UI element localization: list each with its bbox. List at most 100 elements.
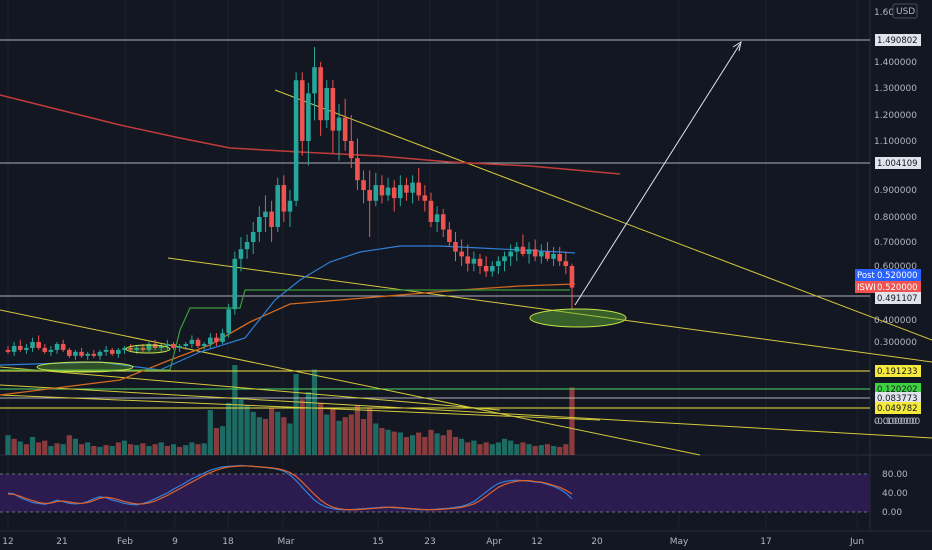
volume-bar: [440, 435, 446, 455]
volume-bar: [66, 435, 72, 455]
volume-bar: [508, 440, 514, 455]
candle-body: [348, 141, 354, 159]
volume-bar: [305, 392, 311, 455]
volume-bar: [152, 444, 158, 455]
volume-bar: [146, 446, 152, 455]
trend-line: [0, 309, 701, 456]
candle-body: [330, 88, 336, 131]
price-axis-tick: 1.100000: [874, 137, 917, 147]
volume-bar: [354, 405, 361, 455]
price-label-bg: [875, 269, 921, 281]
time-axis-tick: 15: [372, 537, 383, 547]
volume-bar: [465, 442, 471, 455]
price-label-bg: [875, 392, 921, 404]
candle-body: [355, 158, 360, 181]
candle-body: [73, 351, 78, 356]
volume-bar: [452, 437, 459, 455]
volume-bar: [85, 442, 91, 455]
volume-bar: [60, 444, 66, 455]
candle-body: [134, 347, 140, 350]
candle-body: [373, 185, 379, 201]
osc-axis-tick: 0.00: [882, 508, 902, 518]
time-axis-tick: Apr: [486, 537, 502, 547]
candle-body: [379, 185, 385, 196]
volume-bar: [336, 420, 342, 455]
candle-body: [54, 343, 60, 350]
trend-line: [167, 257, 932, 363]
candle-body: [508, 251, 513, 257]
candle-body: [103, 349, 109, 352]
candle-body: [324, 88, 330, 121]
volume-bar: [501, 438, 508, 455]
time-axis-tick: 21: [56, 537, 67, 547]
price-label-bg: [875, 365, 921, 377]
volume-bar: [403, 437, 410, 455]
trend-line: [0, 366, 501, 411]
candle-body: [97, 351, 103, 356]
volume-bar: [360, 419, 367, 455]
price-axis-tick: 0.900000: [874, 186, 917, 196]
volume-bar: [42, 440, 48, 455]
volume-bar: [477, 444, 483, 455]
osc-axis-tick: 80.00: [882, 470, 908, 480]
candle-body: [299, 80, 305, 141]
volume-bar: [311, 369, 318, 455]
price-label: 0.049782: [877, 404, 918, 414]
volume-bar: [195, 444, 201, 455]
time-axis-tick: 18: [222, 537, 234, 547]
volume-bar: [293, 374, 299, 455]
support-ellipse: [36, 361, 134, 373]
candle-body: [312, 67, 317, 94]
candle-body: [526, 249, 532, 254]
candle-body: [140, 347, 146, 350]
price-label-prefix-bg: [855, 269, 875, 281]
candle-body: [195, 339, 201, 346]
time-axis-tick: May: [670, 537, 689, 547]
volume-bar: [232, 365, 238, 455]
volume-bar: [17, 441, 23, 455]
volume-bar: [140, 443, 146, 455]
candle-body: [563, 261, 569, 266]
volume-bar: [164, 446, 170, 455]
candle-body: [42, 347, 48, 352]
candle-body: [532, 249, 538, 257]
volume-bar: [72, 438, 79, 455]
volume-bar: [428, 429, 434, 455]
volume-bar: [5, 435, 11, 455]
currency-badge: [892, 3, 918, 19]
time-axis-tick: 9: [172, 537, 178, 547]
volume-bar: [422, 437, 428, 455]
volume-bar: [262, 419, 269, 455]
candle-body: [306, 93, 311, 141]
candle-body: [275, 185, 281, 227]
volume-bar: [287, 423, 293, 455]
price-label-prefix-bg: [855, 281, 875, 293]
volume-bar: [226, 402, 232, 455]
trend-line: [274, 89, 932, 341]
volume-bar: [409, 435, 416, 455]
projection-arrow-head: [732, 40, 742, 52]
candle-body: [128, 347, 133, 350]
candle-body: [471, 258, 477, 264]
candle-body: [232, 258, 238, 310]
candle-body: [11, 345, 17, 352]
volume-bar: [299, 399, 305, 455]
volume-bar: [115, 442, 121, 455]
candle-body: [367, 190, 372, 201]
candle-body: [391, 187, 397, 199]
price-label-bg: [875, 292, 921, 304]
candle-body: [17, 345, 23, 350]
candle-body: [502, 256, 507, 262]
price-axis-tick: 0.800000: [874, 213, 917, 223]
price-label: 0.191233: [877, 367, 918, 377]
volume-bar: [207, 410, 213, 455]
price-label-bg: [875, 281, 921, 293]
volume-bar: [109, 446, 115, 455]
volume-bar: [189, 442, 195, 455]
candle-body: [30, 342, 35, 348]
volume-bar: [97, 446, 103, 455]
volume-bar: [550, 446, 557, 455]
candle-body: [569, 266, 575, 288]
